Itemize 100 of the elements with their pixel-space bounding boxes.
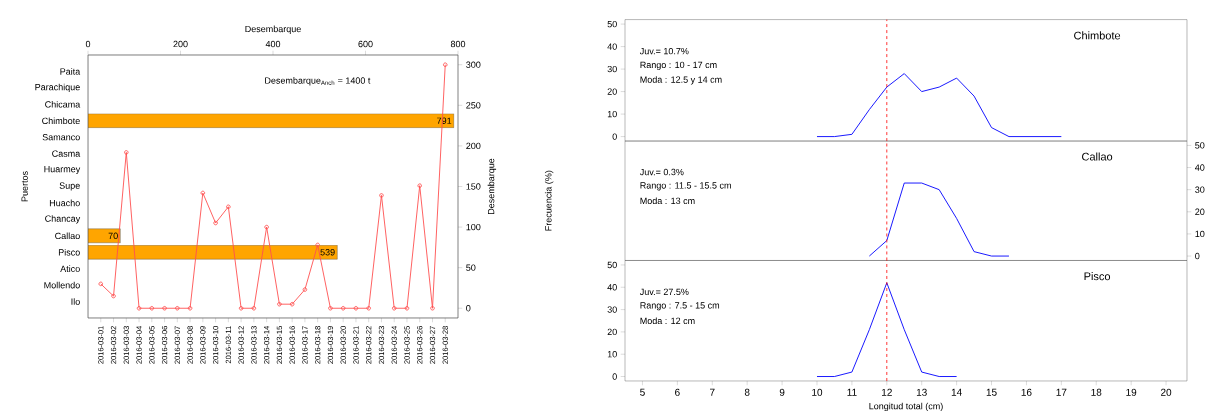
x-tick-label: 13	[916, 388, 927, 396]
point	[404, 305, 410, 311]
data-label: 539	[320, 249, 335, 256]
x-tick-label: 14	[951, 388, 962, 396]
x-tick-label: 800	[450, 40, 466, 48]
x-tick-label: 17	[1056, 388, 1067, 396]
point	[136, 305, 142, 311]
x-tick-label: 19	[1126, 388, 1137, 396]
point	[175, 305, 180, 311]
point	[124, 150, 129, 155]
point	[340, 305, 346, 311]
y-tick-label: Pisco	[58, 248, 80, 256]
y-tick-label: 50	[607, 261, 617, 269]
y-tick-label: Parachique	[35, 83, 80, 93]
y2-tick-label: 50	[466, 264, 476, 271]
y-tick-label: 0	[612, 373, 617, 380]
y2-axis-title: Desembarque	[487, 158, 497, 215]
y-tick-label: Samanco	[42, 133, 80, 141]
y-tick-label: Huacho	[49, 199, 80, 207]
y-tick-label: Chicama	[45, 101, 81, 108]
y2-tick-label: 200	[466, 142, 481, 150]
point	[149, 305, 155, 311]
y-tick-label: 50	[607, 20, 617, 28]
y-tick-label: Ilo	[71, 298, 80, 305]
point	[379, 193, 384, 198]
point	[353, 305, 359, 311]
x-tick-label: 400	[265, 40, 281, 48]
y-tick-label: 20	[607, 88, 617, 95]
y-tick-label: 40	[607, 43, 617, 50]
y2-tick-label: 0	[466, 305, 471, 312]
x-tick-label: 20	[1160, 388, 1172, 396]
y-tick-label: Mollendo	[44, 281, 80, 289]
annotation: Moda : 12 cm	[640, 317, 695, 325]
y-tick-label: Huarmey	[44, 166, 81, 175]
annotation: Juv.= 10.7%	[639, 47, 689, 55]
y-tick-label: 30	[607, 65, 617, 73]
y2-tick-label: 250	[466, 102, 481, 109]
y-tick-label: 10	[607, 351, 617, 358]
point	[289, 301, 295, 307]
y-axis-title: Frecuencia (%)	[544, 170, 554, 231]
y2-tick-label: 300	[466, 61, 481, 68]
point	[264, 224, 269, 230]
y2-tick-label: 50	[1195, 142, 1205, 149]
y2-tick-label: 100	[466, 223, 481, 231]
annotation: Rango : 11.5 - 15.5 cm	[640, 182, 731, 191]
x-tick-label: 200	[173, 40, 188, 48]
point	[187, 305, 193, 311]
y2-tick-label: 150	[466, 183, 481, 190]
point	[277, 301, 282, 307]
x-tick-label: 6	[675, 388, 680, 396]
y-tick-label: Paita	[60, 68, 81, 75]
x-tick-label: 0	[85, 40, 91, 48]
y2-tick-label: 0	[1195, 252, 1200, 260]
y2-tick-label: 20	[1195, 208, 1205, 215]
point	[238, 305, 244, 311]
point	[302, 287, 308, 292]
y-tick-label: 30	[607, 306, 617, 313]
point	[111, 293, 116, 299]
point	[162, 305, 167, 311]
point	[366, 305, 371, 311]
text: Chimbote	[1074, 31, 1121, 40]
data-label: 70	[108, 232, 118, 239]
point	[328, 305, 333, 311]
x-tick-label: 9	[779, 388, 785, 396]
x-tick-label: 12	[882, 388, 892, 396]
x-tick-label: 10	[812, 388, 823, 396]
text: Callao	[1082, 152, 1113, 161]
data-label: 791	[437, 117, 452, 124]
line-series	[868, 182, 1010, 257]
annotation: Rango : 10 - 17 cm	[640, 61, 717, 70]
x-tick-label: 5	[640, 388, 645, 396]
x-tick-label: 600	[358, 40, 373, 48]
x-tick-label: 8	[744, 388, 750, 396]
y-tick-label: Callao	[55, 232, 80, 240]
y2-tick-label: 10	[1195, 230, 1205, 238]
y2-tick-label: 30	[1195, 186, 1205, 193]
point	[251, 305, 257, 311]
annotation: Rango : 7.5 - 15 cm	[640, 302, 720, 311]
y-tick-label: Chancay	[45, 215, 81, 224]
annotation: Juv.= 27.5%	[639, 288, 689, 296]
line-series	[816, 282, 958, 377]
y-tick-label: 0	[612, 133, 617, 140]
y-tick-label: Atico	[60, 265, 80, 272]
text: Pisco	[1084, 272, 1111, 281]
y-tick-label: Supe	[59, 182, 80, 191]
y-tick-label: 10	[607, 110, 617, 118]
point	[430, 305, 435, 311]
point	[200, 190, 206, 196]
x-tick-label: 11	[847, 388, 857, 396]
x-tick-label: 15	[986, 388, 997, 396]
point	[213, 220, 218, 226]
annotation: Juv.= 0.3%	[639, 168, 684, 176]
x-axis-title: Longitud total (cm)	[869, 402, 943, 412]
y-tick-label: 40	[607, 284, 617, 291]
y2-tick-label: 40	[1195, 164, 1205, 171]
annotation: Desembarque$_{Anch}$ = 1400 t	[265, 77, 371, 86]
point	[226, 204, 231, 210]
point	[391, 305, 397, 311]
x-tick-label: 18	[1091, 388, 1102, 396]
annotation: Moda : 13 cm	[640, 197, 695, 205]
